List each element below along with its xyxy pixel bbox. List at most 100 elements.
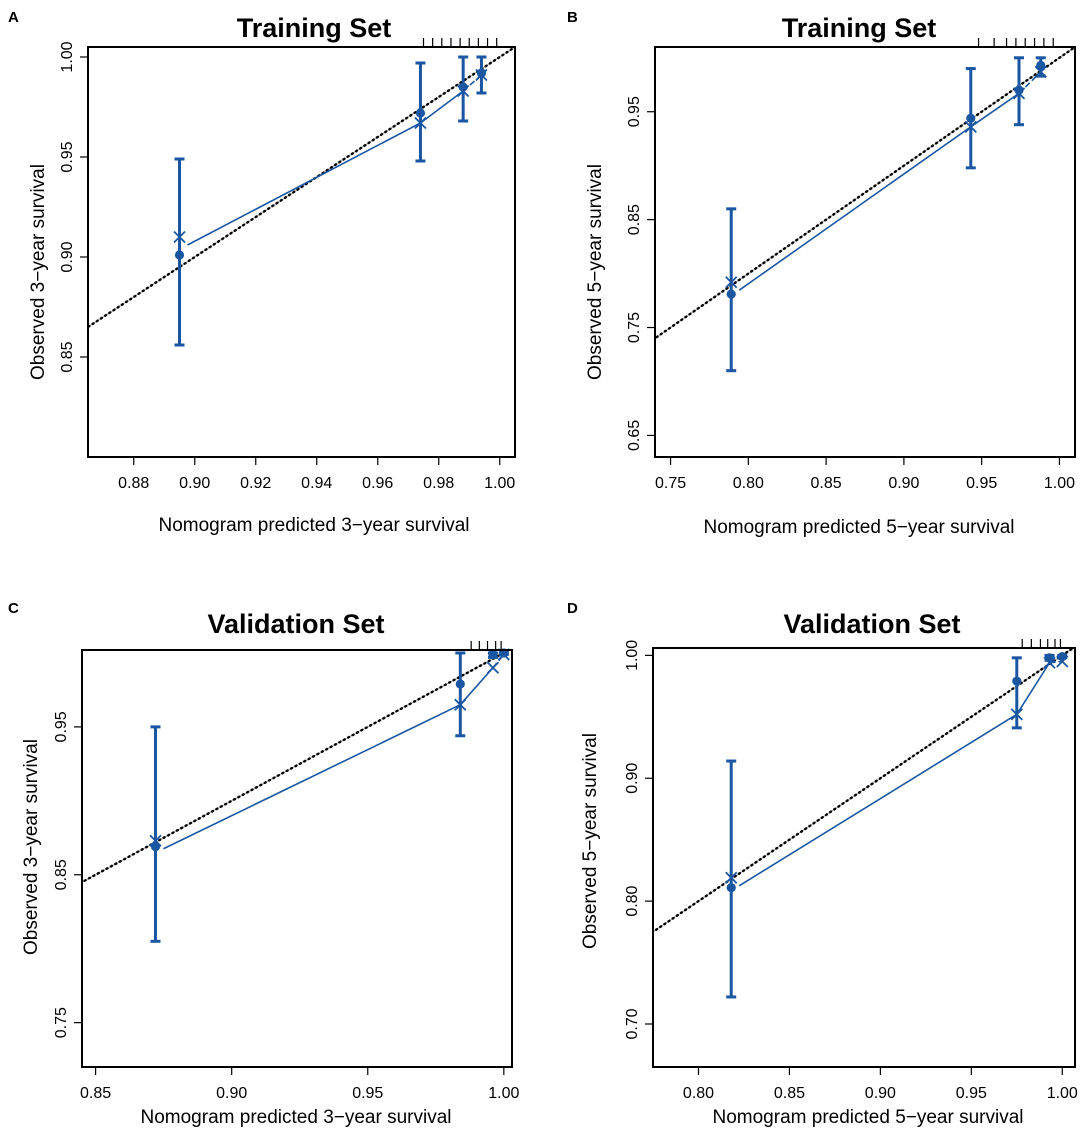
panel-b-observed-point bbox=[1014, 56, 1024, 127]
panel-a-bias-corrected-marker bbox=[414, 116, 427, 130]
panel-c-x-tick-label: 0.85 bbox=[80, 1085, 111, 1102]
panel-d-y-tick-label: 0.90 bbox=[624, 763, 641, 794]
panel-b-ideal-line bbox=[655, 47, 1075, 340]
panel-c-y-tick-label: 0.75 bbox=[53, 1007, 70, 1038]
panel-a-y-tick-label: 0.85 bbox=[59, 341, 76, 372]
panel-c-plot-area bbox=[82, 650, 512, 884]
panel-a-x-tick-label: 0.98 bbox=[423, 475, 454, 492]
panel-b-bias-corrected-marker bbox=[964, 120, 977, 133]
panel-c-calibration-segment bbox=[163, 703, 461, 850]
panel-a-observed-dot bbox=[415, 108, 426, 118]
panel-a-x-tick-label: 0.94 bbox=[301, 475, 332, 492]
panel-c-observed-dot bbox=[488, 649, 498, 660]
panel-b-y-tick-label: 0.95 bbox=[626, 96, 643, 127]
panel-a-x-axis-label: Nomogram predicted 3−year survival bbox=[159, 515, 470, 536]
panel-c-calibration-segment bbox=[459, 667, 494, 706]
panel-c-observed-point bbox=[150, 725, 161, 943]
panel-a-y-tick-label: 0.95 bbox=[59, 141, 76, 172]
panel-b-x-tick-label: 0.80 bbox=[733, 475, 764, 492]
panel-d-observed-point bbox=[1044, 653, 1055, 663]
panel-b-calibration-segment bbox=[970, 92, 1020, 128]
panel-a-x-tick-label: 0.90 bbox=[179, 475, 210, 492]
panel-d-bias-corrected-marker bbox=[1056, 655, 1069, 668]
panel-d-observed-point bbox=[1011, 656, 1022, 730]
panel-b-bias-corrected-marker bbox=[1034, 65, 1047, 78]
panel-a-frame bbox=[87, 46, 516, 458]
panel-b-bias-corrected-marker bbox=[1012, 87, 1026, 100]
panel-b: B Training Set Nomogram predicted 5−year… bbox=[567, 9, 1076, 538]
panel-d-x-axis-label: Nomogram predicted 5−year survival bbox=[713, 1107, 1024, 1128]
panel-b-title: Training Set bbox=[782, 13, 937, 43]
panel-b-y-axis-label: Observed 5−year survival bbox=[585, 164, 606, 380]
panel-d-observed-dot bbox=[1057, 652, 1067, 662]
panel-d-observed-dot bbox=[726, 883, 736, 893]
panel-b-observed-point bbox=[965, 67, 976, 170]
panel-label-a: A bbox=[8, 9, 19, 26]
panel-a-observed-point bbox=[174, 157, 185, 347]
panel-b-observed-point bbox=[726, 207, 737, 373]
panel-a-reference-line bbox=[88, 47, 515, 328]
panel-a-observed-dot bbox=[476, 68, 487, 78]
panel-d-x-tick-label: 0.90 bbox=[865, 1085, 896, 1102]
panel-d-frame bbox=[652, 647, 1076, 1068]
panel-b-observed-dot bbox=[1014, 85, 1024, 95]
panel-d-observed-dot bbox=[1012, 676, 1022, 686]
panel-a-x-tick-label: 0.88 bbox=[118, 475, 149, 492]
panel-d-y-tick-label: 1.00 bbox=[624, 640, 641, 671]
panel-d-x-tick-label: 0.95 bbox=[956, 1085, 987, 1102]
panel-b-bias-corrected-marker bbox=[725, 276, 738, 289]
panel-c-y-axis-label: Observed 3−year survival bbox=[21, 739, 42, 955]
panel-c-y-tick-label: 0.85 bbox=[53, 859, 70, 890]
panel-b-frame bbox=[654, 46, 1076, 458]
panel-b-plot-area bbox=[655, 47, 1075, 340]
panel-c: C Validation Set Nomogram predicted 3−ye… bbox=[8, 600, 520, 1128]
panel-d-x-tick-label: 0.85 bbox=[774, 1085, 805, 1102]
panel-d-calibration-segment bbox=[1016, 662, 1051, 715]
panel-a-x-tick-label: 0.96 bbox=[362, 475, 393, 492]
panel-d-calibration-segment bbox=[738, 713, 1018, 887]
panel-c-bias-corrected-marker bbox=[454, 698, 467, 711]
panel-d-calibration-segment bbox=[1049, 660, 1063, 664]
panel-b-y-tick-label: 0.65 bbox=[626, 420, 643, 451]
panel-d: D Validation Set Nomogram predicted 5−ye… bbox=[567, 600, 1078, 1128]
panel-a-ideal-line bbox=[88, 47, 515, 329]
panel-b-observed-dot bbox=[966, 113, 976, 123]
panel-b-y-tick-label: 0.85 bbox=[626, 204, 643, 235]
panel-b-reference-line bbox=[655, 47, 1075, 340]
panel-c-frame bbox=[81, 649, 513, 1068]
panel-d-bias-corrected-marker bbox=[725, 871, 738, 884]
panel-d-x-tick-label: 0.80 bbox=[683, 1085, 714, 1102]
panel-a-calibration-segment bbox=[187, 122, 421, 246]
panel-b-x-tick-label: 1.00 bbox=[1044, 475, 1075, 492]
panel-c-x-tick-label: 0.90 bbox=[216, 1085, 247, 1102]
panel-d-y-axis-label: Observed 5−year survival bbox=[580, 733, 601, 949]
panel-d-ideal-line bbox=[653, 648, 1075, 934]
panel-a-observed-dot bbox=[174, 250, 185, 260]
panel-label-b: B bbox=[567, 9, 578, 26]
panel-b-calibration-segment bbox=[738, 126, 972, 291]
panel-d-bias-corrected-marker bbox=[1043, 656, 1056, 669]
panel-a-bias-corrected-marker bbox=[173, 230, 186, 244]
panel-a-observed-point bbox=[415, 61, 426, 163]
panel-c-x-tick-label: 0.95 bbox=[352, 1085, 383, 1102]
panel-a-y-axis-label: Observed 3−year survival bbox=[28, 164, 49, 380]
panel-a-plot-area bbox=[88, 47, 515, 329]
panel-b-x-tick-label: 0.95 bbox=[966, 475, 997, 492]
panel-b-x-tick-label: 0.90 bbox=[888, 475, 919, 492]
panel-c-x-tick-label: 1.00 bbox=[488, 1085, 519, 1102]
panel-c-observed-point bbox=[487, 649, 498, 660]
panel-d-observed-dot bbox=[1044, 653, 1055, 663]
panel-a-bias-corrected-marker bbox=[457, 84, 470, 98]
panel-d-reference-line bbox=[653, 648, 1075, 933]
panel-b-x-axis-label: Nomogram predicted 5−year survival bbox=[704, 517, 1015, 538]
panel-label-d: D bbox=[567, 600, 578, 617]
panel-b-x-tick-label: 0.75 bbox=[655, 475, 686, 492]
panel-a-title: Training Set bbox=[237, 13, 392, 43]
panel-b-x-tick-label: 0.85 bbox=[811, 475, 842, 492]
panel-b-observed-dot bbox=[726, 289, 736, 299]
panel-c-observed-dot bbox=[455, 679, 465, 689]
panel-d-y-tick-label: 0.70 bbox=[624, 1008, 641, 1039]
panel-a-y-tick-label: 1.00 bbox=[59, 41, 76, 72]
panel-c-observed-point bbox=[455, 651, 466, 738]
